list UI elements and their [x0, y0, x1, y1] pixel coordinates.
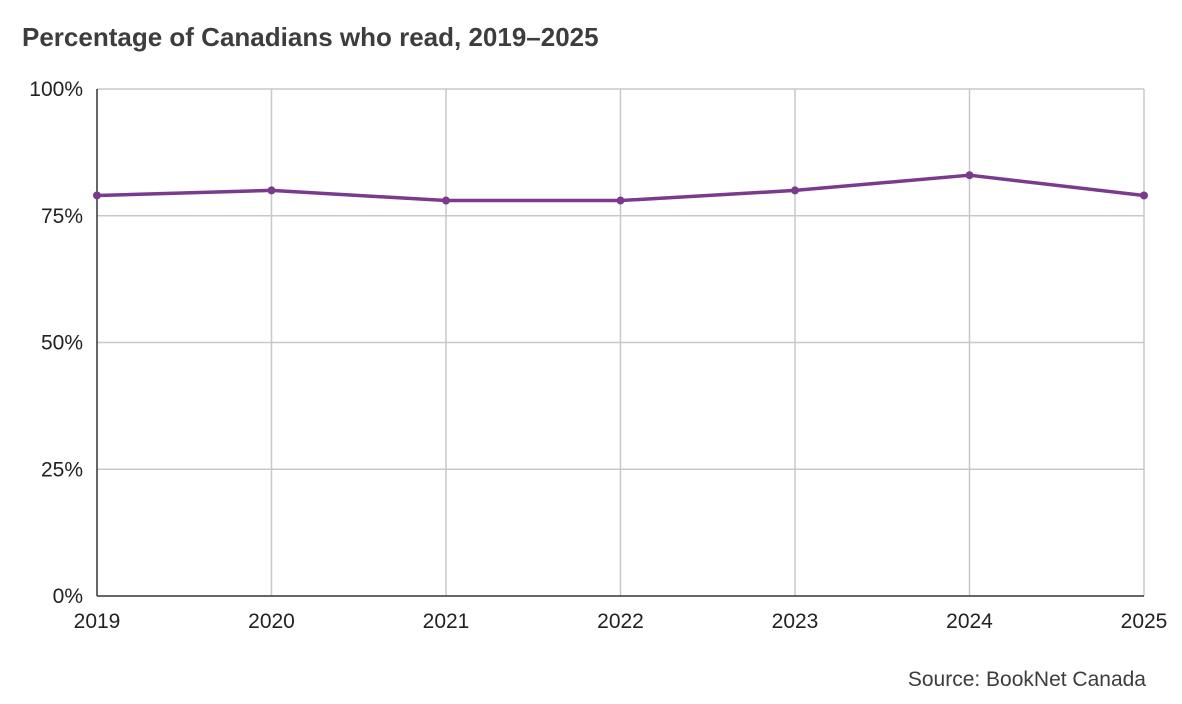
- x-tick-label: 2021: [423, 610, 470, 633]
- x-tick-label: 2025: [1121, 610, 1168, 633]
- y-tick-label: 50%: [41, 332, 83, 355]
- series-layer: [93, 171, 1148, 205]
- data-point: [616, 196, 625, 205]
- axes: [96, 89, 1144, 597]
- chart-title: Percentage of Canadians who read, 2019–2…: [22, 22, 599, 52]
- data-point: [791, 186, 799, 195]
- data-point: [965, 171, 974, 180]
- x-tick-label: 2019: [74, 610, 121, 633]
- y-tick-label: 100%: [29, 78, 83, 101]
- data-point: [442, 196, 450, 205]
- line-chart: 0% 25% 50% 75% 100% 2019 2020 2021 2022 2023 2024 2…: [29, 78, 1167, 633]
- y-tick-label: 0%: [53, 585, 83, 608]
- x-tick-label: 2022: [597, 610, 644, 633]
- x-tick-label: 2020: [248, 610, 295, 633]
- data-point: [93, 191, 101, 200]
- grid-lines: [97, 88, 1145, 596]
- x-tick-label: 2024: [946, 610, 993, 633]
- data-point: [1140, 191, 1148, 200]
- y-tick-label: 75%: [41, 205, 83, 228]
- y-tick-label: 25%: [41, 458, 83, 481]
- tick-labels: 0% 25% 50% 75% 100% 2019 2020 2021 2022 2023 2024 2…: [29, 78, 1167, 633]
- source-note: Source: BookNet Canada: [907, 668, 1146, 691]
- data-point: [267, 186, 276, 195]
- x-tick-label: 2023: [772, 610, 819, 633]
